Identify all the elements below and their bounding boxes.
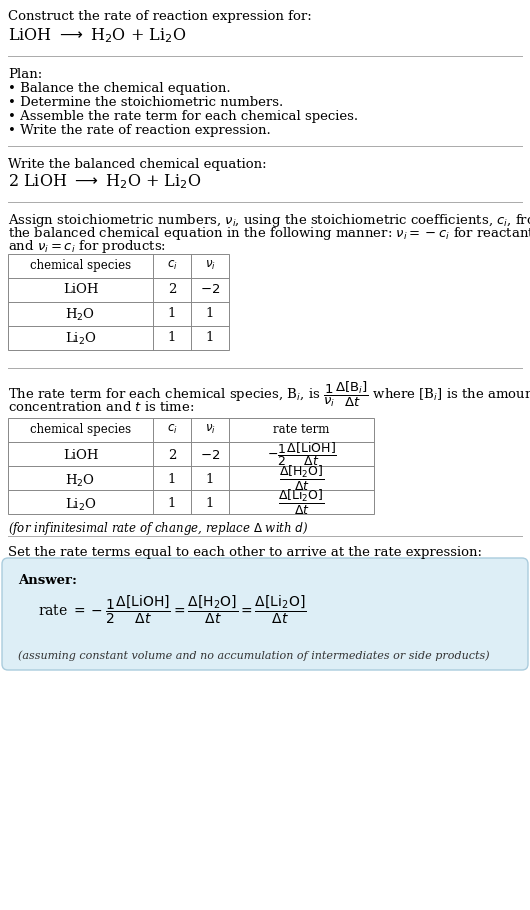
Text: • Write the rate of reaction expression.: • Write the rate of reaction expression. <box>8 124 271 137</box>
Text: $-\dfrac{1}{2}\dfrac{\Delta[\mathrm{LiOH}]}{\Delta t}$: $-\dfrac{1}{2}\dfrac{\Delta[\mathrm{LiOH… <box>267 440 337 468</box>
Text: the balanced chemical equation in the following manner: $\nu_i = -c_i$ for react: the balanced chemical equation in the fo… <box>8 225 530 242</box>
Text: $\nu_i$: $\nu_i$ <box>205 259 215 272</box>
Text: Construct the rate of reaction expression for:: Construct the rate of reaction expressio… <box>8 10 312 23</box>
Text: $\dfrac{\Delta[\mathrm{Li_2O}]}{\Delta t}$: $\dfrac{\Delta[\mathrm{Li_2O}]}{\Delta t… <box>278 488 325 517</box>
Text: 1: 1 <box>168 331 176 344</box>
Text: • Balance the chemical equation.: • Balance the chemical equation. <box>8 82 231 95</box>
Text: 1: 1 <box>206 497 214 510</box>
Text: chemical species: chemical species <box>30 259 131 272</box>
Text: Li$_2$O: Li$_2$O <box>65 331 96 347</box>
Text: rate $= -\dfrac{1}{2}\dfrac{\Delta[\mathrm{LiOH}]}{\Delta t} = \dfrac{\Delta[\ma: rate $= -\dfrac{1}{2}\dfrac{\Delta[\math… <box>38 594 306 626</box>
Text: Plan:: Plan: <box>8 68 42 81</box>
Text: rate term: rate term <box>273 423 330 436</box>
Text: Set the rate terms equal to each other to arrive at the rate expression:: Set the rate terms equal to each other t… <box>8 546 482 559</box>
Text: Assign stoichiometric numbers, $\nu_i$, using the stoichiometric coefficients, $: Assign stoichiometric numbers, $\nu_i$, … <box>8 212 530 229</box>
Text: LiOH: LiOH <box>63 283 98 296</box>
Text: The rate term for each chemical species, B$_i$, is $\dfrac{1}{\nu_i}\dfrac{\Delt: The rate term for each chemical species,… <box>8 380 530 410</box>
Text: 1: 1 <box>168 307 176 320</box>
Text: 2 LiOH $\longrightarrow$ H$_2$O + Li$_2$O: 2 LiOH $\longrightarrow$ H$_2$O + Li$_2$… <box>8 172 201 191</box>
Text: Write the balanced chemical equation:: Write the balanced chemical equation: <box>8 158 267 171</box>
Text: 1: 1 <box>168 497 176 510</box>
Text: $\nu_i$: $\nu_i$ <box>205 423 215 436</box>
Text: (assuming constant volume and no accumulation of intermediates or side products): (assuming constant volume and no accumul… <box>18 650 490 661</box>
Text: • Determine the stoichiometric numbers.: • Determine the stoichiometric numbers. <box>8 96 283 109</box>
Text: 1: 1 <box>206 473 214 486</box>
Text: 2: 2 <box>168 449 176 462</box>
Text: 1: 1 <box>168 473 176 486</box>
Text: $-2$: $-2$ <box>200 283 220 296</box>
Text: chemical species: chemical species <box>30 423 131 436</box>
Text: Answer:: Answer: <box>18 574 77 587</box>
Bar <box>8 254 229 350</box>
Text: $-2$: $-2$ <box>200 449 220 462</box>
Text: 1: 1 <box>206 307 214 320</box>
Text: (for infinitesimal rate of change, replace $\Delta$ with $d$): (for infinitesimal rate of change, repla… <box>8 520 308 537</box>
FancyBboxPatch shape <box>2 558 528 670</box>
Text: $c_i$: $c_i$ <box>166 259 178 272</box>
Text: LiOH: LiOH <box>63 449 98 462</box>
Text: concentration and $t$ is time:: concentration and $t$ is time: <box>8 400 195 414</box>
Text: Li$_2$O: Li$_2$O <box>65 497 96 513</box>
Text: 2: 2 <box>168 283 176 296</box>
Text: $\dfrac{\Delta[\mathrm{H_2O}]}{\Delta t}$: $\dfrac{\Delta[\mathrm{H_2O}]}{\Delta t}… <box>279 463 324 492</box>
Text: and $\nu_i = c_i$ for products:: and $\nu_i = c_i$ for products: <box>8 238 166 255</box>
Text: H$_2$O: H$_2$O <box>66 307 95 323</box>
Text: 1: 1 <box>206 331 214 344</box>
Text: H$_2$O: H$_2$O <box>66 473 95 489</box>
Text: LiOH $\longrightarrow$ H$_2$O + Li$_2$O: LiOH $\longrightarrow$ H$_2$O + Li$_2$O <box>8 26 186 45</box>
Bar <box>8 418 374 514</box>
Text: • Assemble the rate term for each chemical species.: • Assemble the rate term for each chemic… <box>8 110 358 123</box>
Text: $c_i$: $c_i$ <box>166 423 178 436</box>
